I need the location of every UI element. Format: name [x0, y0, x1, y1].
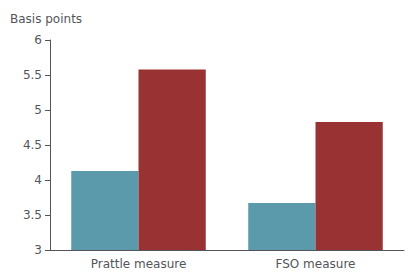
svg-text:3.5: 3.5 — [23, 208, 42, 222]
svg-text:4.5: 4.5 — [23, 138, 42, 152]
svg-text:3: 3 — [34, 243, 42, 257]
svg-text:5.5: 5.5 — [23, 68, 42, 82]
svg-text:6: 6 — [34, 33, 42, 47]
svg-text:Prattle measure: Prattle measure — [91, 257, 187, 271]
svg-text:4: 4 — [34, 173, 42, 187]
svg-text:FSO measure: FSO measure — [276, 257, 356, 271]
svg-text:Basis points: Basis points — [10, 12, 82, 26]
svg-text:5: 5 — [34, 103, 42, 117]
